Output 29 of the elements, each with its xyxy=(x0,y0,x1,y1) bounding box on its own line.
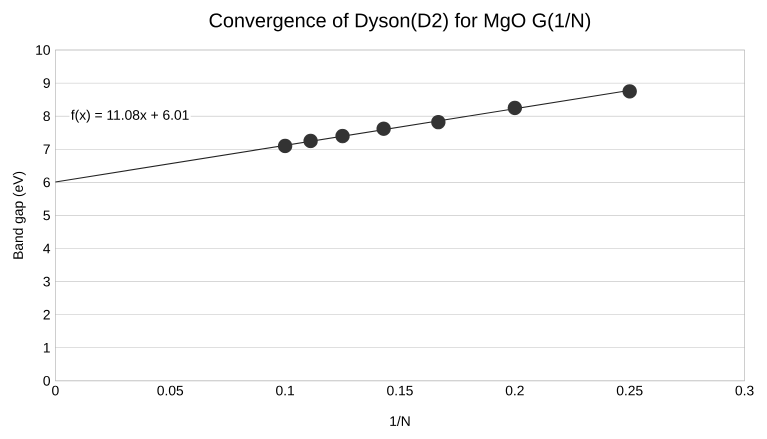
point xyxy=(303,134,318,148)
y-tick-label: 9 xyxy=(43,78,50,88)
y-tick-label: 6 xyxy=(44,177,50,188)
point xyxy=(622,84,637,99)
x-axis-title: 1/N xyxy=(390,416,410,426)
x-tick-label: 0.05 xyxy=(157,386,184,396)
y-tick-label: 4 xyxy=(43,244,50,254)
x-tick-label: 0.25 xyxy=(616,386,643,396)
point xyxy=(335,128,350,144)
y-tick-label: 8 xyxy=(43,111,50,122)
annotation: f(x) = 11.08x + 6.01 xyxy=(71,110,189,123)
point xyxy=(431,114,446,130)
x-tick-label: 0.2 xyxy=(506,386,524,396)
y-tick-label: 3 xyxy=(43,276,50,286)
point xyxy=(376,122,391,136)
x-tick-label: 0.15 xyxy=(387,386,413,396)
y-axis-title: Band gap (eV) xyxy=(12,172,26,259)
chart-title: Convergence of Dyson(D2) for MgO G(1/N) xyxy=(210,12,590,32)
y-tick-label: 10 xyxy=(36,45,50,55)
y-tick-label: 1 xyxy=(44,343,50,353)
y-tick-label: 0 xyxy=(43,376,50,386)
x-tick-label: 0.1 xyxy=(276,386,294,396)
point xyxy=(508,100,522,116)
x-tick-label: 0.3 xyxy=(736,386,754,396)
point xyxy=(278,138,292,154)
y-tick-label: 7 xyxy=(44,144,50,154)
y-tick-label: 5 xyxy=(43,210,50,220)
x-tick-label: 0 xyxy=(52,386,59,396)
y-tick-label: 2 xyxy=(44,310,50,320)
